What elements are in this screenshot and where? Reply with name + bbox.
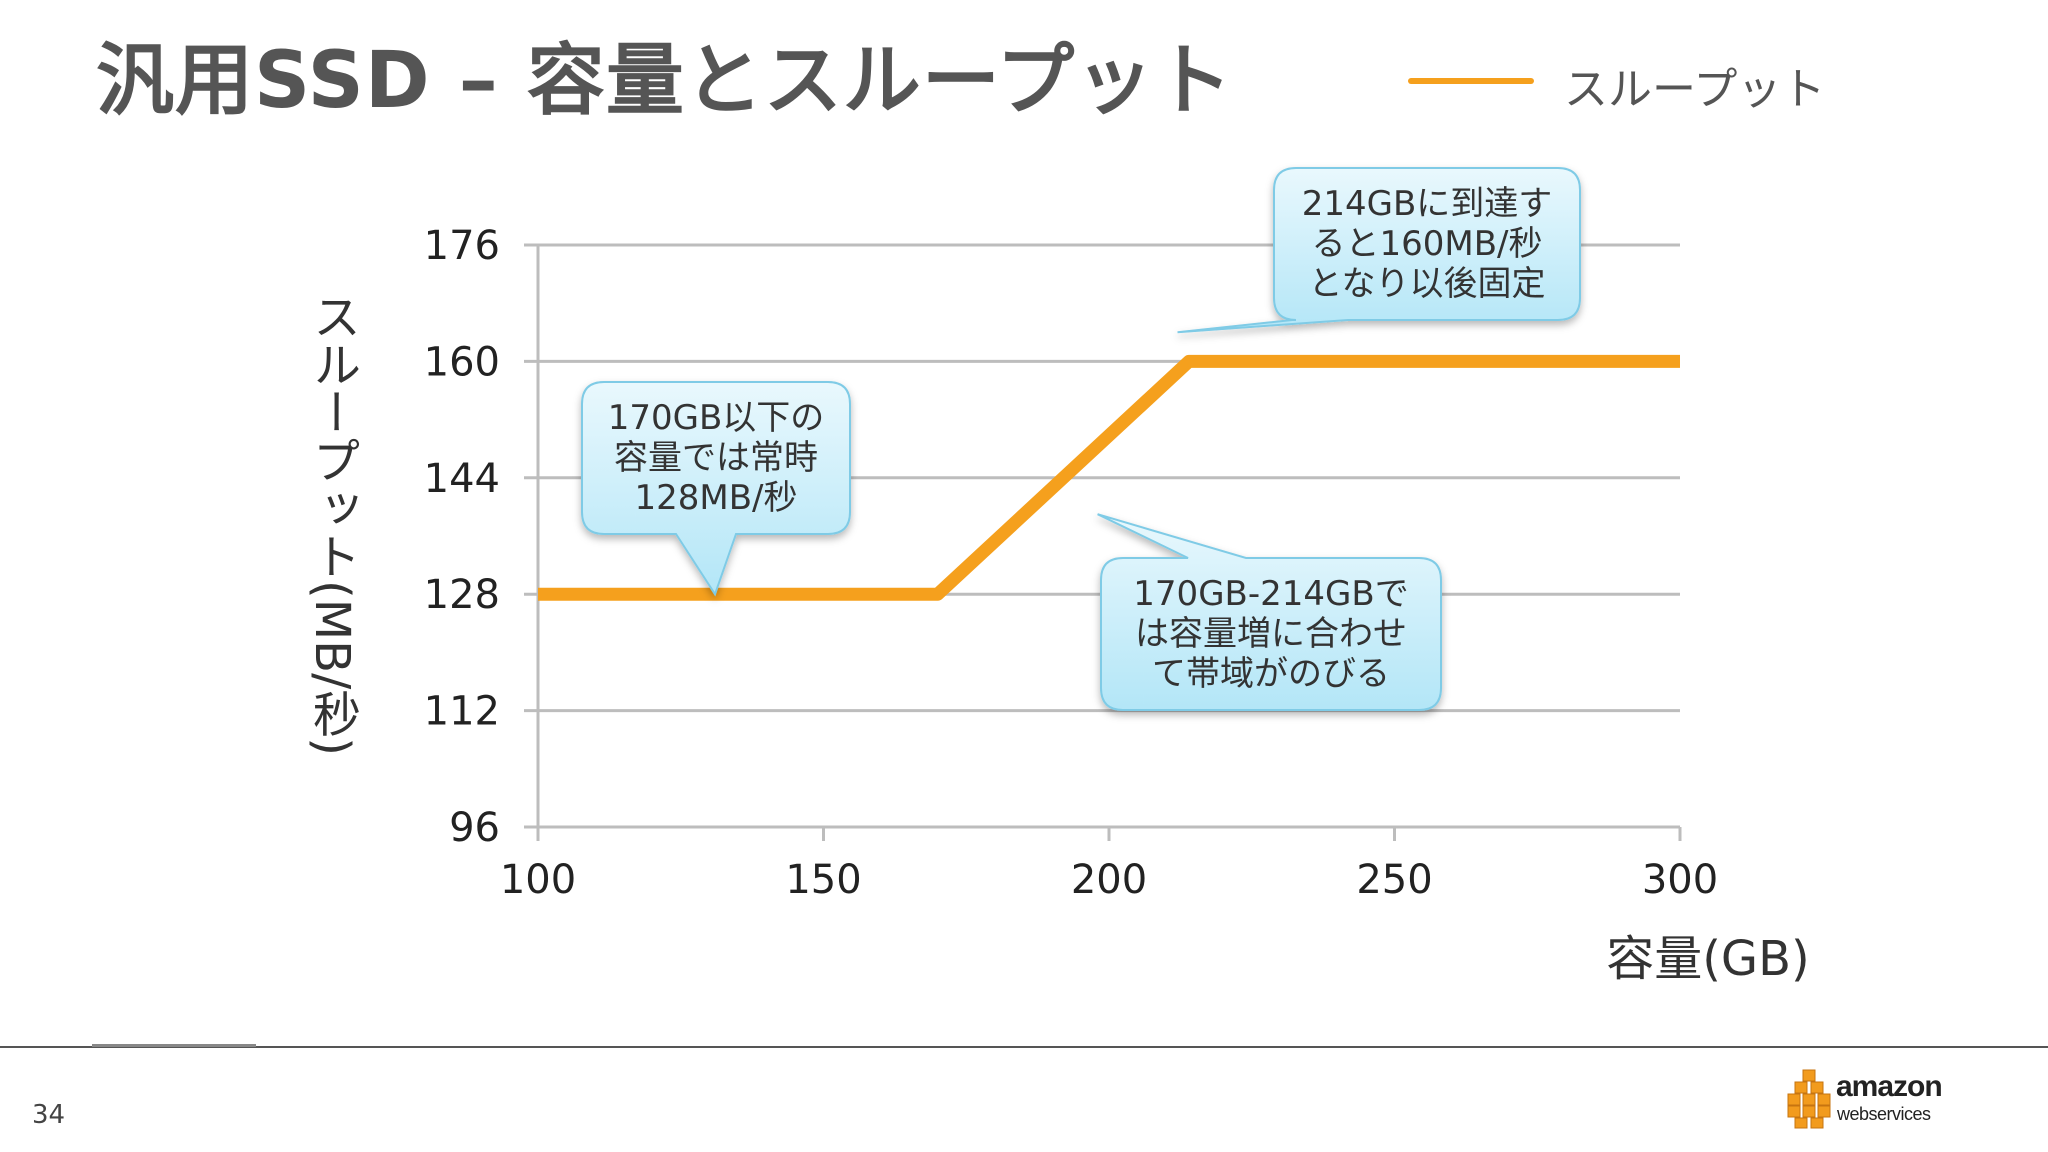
legend-swatch bbox=[1408, 78, 1534, 84]
callout-bubble-0 bbox=[581, 381, 851, 597]
aws-cubes-icon bbox=[1787, 1069, 1831, 1129]
x-tick-label: 300 bbox=[1642, 857, 1718, 903]
y-axis-title: スループット(MB/秒) bbox=[304, 292, 360, 756]
y-tick-label: 160 bbox=[424, 339, 500, 385]
x-tick-label: 100 bbox=[500, 857, 576, 903]
aws-logo-sub: webservices bbox=[1837, 1104, 1931, 1124]
footer-divider bbox=[0, 1046, 2048, 1048]
aws-logo: amazon webservices bbox=[1786, 1068, 1956, 1132]
y-tick-label: 144 bbox=[424, 456, 500, 502]
callout-text-2: 170GB-214GBで は容量増に合わせ て帯域がのびる bbox=[1133, 574, 1409, 694]
aws-logo-brand: amazon bbox=[1836, 1070, 1943, 1103]
callout-bubble-1 bbox=[1177, 167, 1581, 334]
callout-text-1: 214GBに到達す ると160MB/秒 となり以後固定 bbox=[1301, 184, 1553, 304]
callout-text-0: 170GB以下の 容量では常時 128MB/秒 bbox=[607, 398, 825, 518]
x-axis-title: 容量(GB) bbox=[1606, 931, 1810, 987]
y-tick-label: 96 bbox=[449, 805, 500, 851]
series-line-0 bbox=[538, 354, 1680, 601]
callout-bubble-2 bbox=[1097, 513, 1442, 711]
x-tick-label: 250 bbox=[1356, 857, 1432, 903]
footer-accent-line bbox=[92, 1044, 256, 1047]
x-tick-label: 200 bbox=[1071, 857, 1147, 903]
page-number: 34 bbox=[32, 1100, 66, 1130]
slide-title: 汎用SSD – 容量とスループット bbox=[96, 36, 1234, 126]
y-tick-label: 128 bbox=[424, 572, 500, 618]
y-tick-label: 112 bbox=[424, 689, 500, 735]
legend-label: スループット bbox=[1564, 64, 1826, 115]
x-tick-label: 150 bbox=[785, 857, 861, 903]
y-tick-label: 176 bbox=[424, 223, 500, 269]
